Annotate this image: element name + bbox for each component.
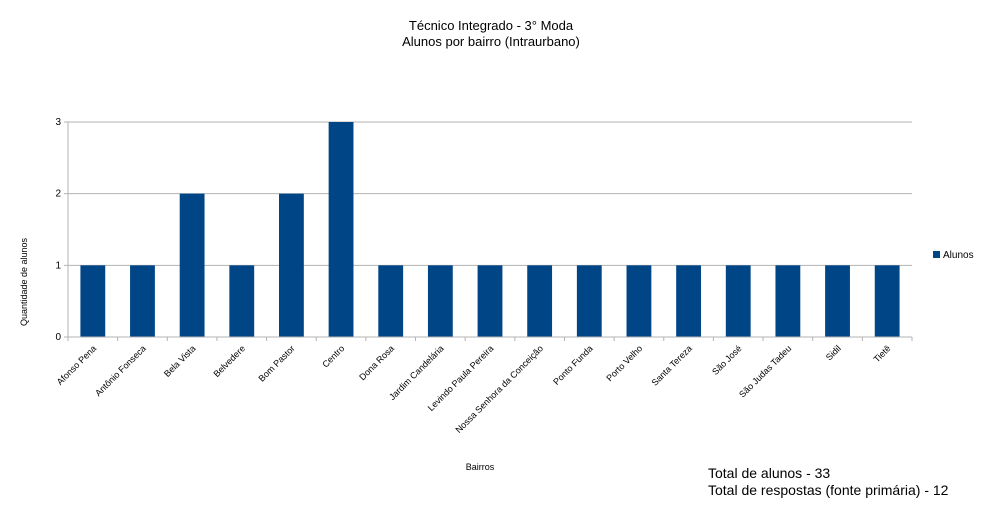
bar xyxy=(874,265,900,337)
x-tick-label: Ponto Funda xyxy=(551,343,595,387)
x-tick-label: Afonso Pena xyxy=(55,343,99,387)
x-tick-label: Centro xyxy=(320,343,346,369)
x-tick-label: Porto Velho xyxy=(604,343,644,383)
bar xyxy=(378,265,404,337)
x-tick-label: Dona Rosa xyxy=(357,343,396,382)
x-axis-label: Bairros xyxy=(466,462,495,472)
bar xyxy=(130,265,155,337)
legend-swatch xyxy=(933,251,940,258)
total-alunos-note: Total de alunos - 33 xyxy=(708,465,831,481)
x-tick-label: Bela Vista xyxy=(162,343,198,379)
bar xyxy=(80,265,106,337)
x-tick-label: Belvedere xyxy=(211,343,247,379)
legend-label: Alunos xyxy=(943,250,974,261)
bar xyxy=(725,265,751,337)
bar xyxy=(427,265,453,337)
x-tick-label: Jardim Candelária xyxy=(387,343,446,402)
chart-subtitle: Alunos por bairro (Intraurbano) xyxy=(402,34,580,49)
y-tick-label: 3 xyxy=(55,117,61,128)
x-tick-label: Sidil xyxy=(824,343,843,362)
bar xyxy=(179,193,205,337)
x-tick-label: Antônio Fonseca xyxy=(93,343,148,398)
summary-notes: Total de alunos - 33 Total de respostas … xyxy=(708,465,948,499)
chart-title: Técnico Integrado - 3° Moda xyxy=(409,18,574,33)
x-tick-label: Tietê xyxy=(872,343,893,364)
total-respostas-note: Total de respostas (fonte primária) - 12 xyxy=(708,482,949,498)
y-tick-label: 1 xyxy=(55,260,61,271)
bars xyxy=(80,122,900,337)
bar xyxy=(477,265,503,337)
bar xyxy=(676,265,701,337)
y-tick-label: 2 xyxy=(55,189,61,200)
bar xyxy=(626,265,652,337)
axes xyxy=(67,122,912,338)
x-tick-label: Bom Pastor xyxy=(256,343,296,383)
legend: Alunos xyxy=(933,250,974,261)
bar xyxy=(328,122,354,337)
y-tick-label: 0 xyxy=(55,332,61,343)
bar xyxy=(229,265,255,337)
x-tick-label: São José xyxy=(710,343,744,377)
y-tick-labels: 0 1 2 3 xyxy=(55,117,68,343)
x-tick-label: Nossa Senhora da Conceição xyxy=(453,343,545,435)
bar xyxy=(527,265,553,337)
bar xyxy=(279,193,304,337)
bar xyxy=(775,265,801,337)
bar xyxy=(576,265,602,337)
x-tick-label: São Judas Tadeu xyxy=(737,343,793,399)
bar xyxy=(825,265,850,337)
y-axis-label: Quantidade de alunos xyxy=(19,237,29,326)
x-tick-label: Santa Tereza xyxy=(650,343,694,387)
